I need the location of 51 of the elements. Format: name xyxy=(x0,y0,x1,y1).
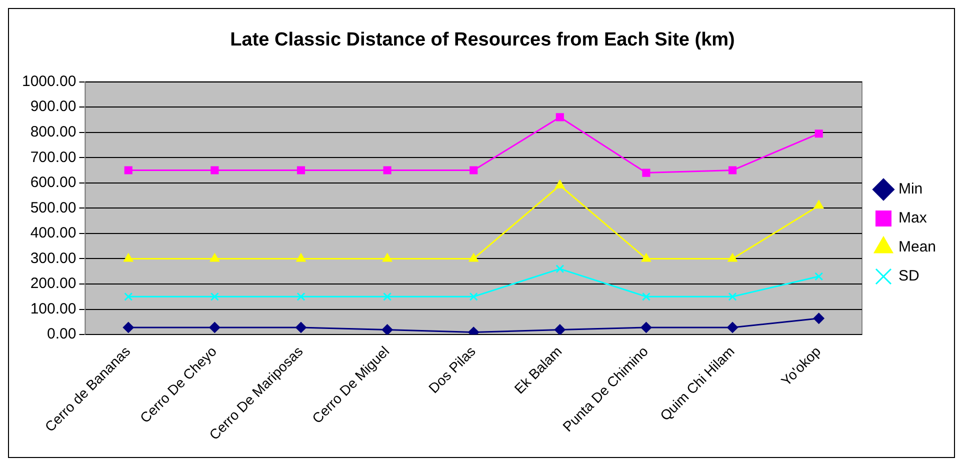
point xyxy=(814,200,824,209)
point xyxy=(814,130,823,138)
point xyxy=(382,253,392,262)
point xyxy=(210,166,219,174)
point xyxy=(814,272,824,281)
point xyxy=(295,322,306,333)
y-tick-label: 0.00 xyxy=(47,326,76,343)
y-tick-label: 600.00 xyxy=(30,174,76,192)
y-tick-label: 700.00 xyxy=(30,148,76,166)
point xyxy=(296,253,306,262)
legend-label: Mean xyxy=(898,238,936,256)
point xyxy=(813,312,824,324)
y-tick-label: 400.00 xyxy=(30,224,76,242)
point xyxy=(210,292,219,301)
point xyxy=(124,166,132,174)
point xyxy=(640,322,652,333)
point xyxy=(469,292,478,301)
point xyxy=(383,166,392,174)
y-tick-label: 300.00 xyxy=(30,250,76,267)
point xyxy=(728,166,737,174)
point xyxy=(209,322,220,333)
y-tick-label: 500.00 xyxy=(30,199,76,216)
legend-label: Min xyxy=(898,180,923,198)
point xyxy=(122,322,134,333)
chart-title: Late Classic Distance of Resources from Each Site (km) xyxy=(230,30,735,51)
point xyxy=(382,324,393,335)
point xyxy=(727,322,738,333)
point xyxy=(383,292,392,301)
point xyxy=(124,292,133,301)
point xyxy=(210,253,220,262)
point xyxy=(642,292,650,301)
point xyxy=(728,292,737,301)
point xyxy=(556,264,564,274)
point xyxy=(296,292,306,301)
point xyxy=(641,253,652,262)
y-tick-label: 1000.00 xyxy=(22,72,76,90)
point xyxy=(470,166,478,174)
point xyxy=(642,168,650,177)
legend-label: Max xyxy=(898,210,928,227)
point xyxy=(468,253,478,262)
point xyxy=(296,166,306,174)
y-tick-label: 800.00 xyxy=(30,123,76,140)
y-tick-label: 200.00 xyxy=(30,275,76,292)
y-tick-label: 100.00 xyxy=(30,300,76,318)
point xyxy=(555,180,565,188)
legend-label: SD xyxy=(898,268,920,285)
point xyxy=(556,113,564,122)
point xyxy=(728,253,738,262)
y-tick-label: 900.00 xyxy=(30,98,76,116)
point xyxy=(554,324,566,335)
point xyxy=(124,253,134,262)
